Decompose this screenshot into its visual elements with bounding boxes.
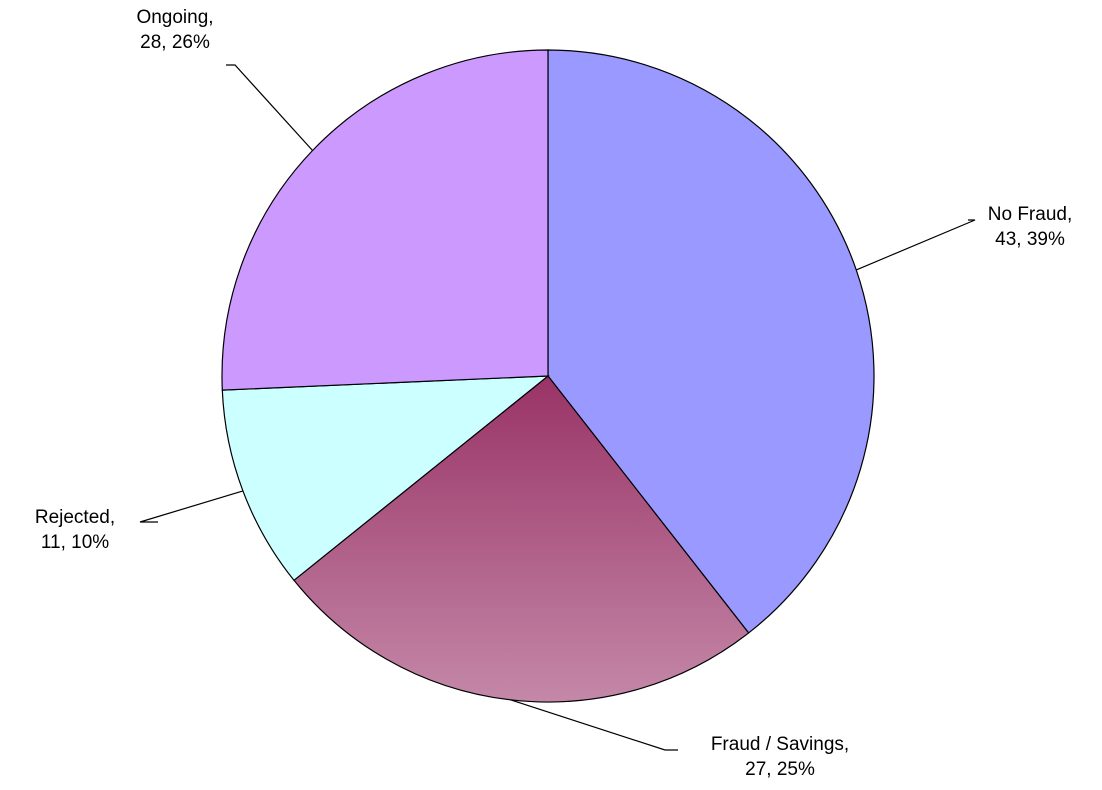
slice-label: Fraud / Savings, <box>711 734 849 755</box>
slice-value-label: 11, 10% <box>41 532 109 553</box>
leader-line <box>226 64 313 151</box>
pie-slice <box>293 375 750 703</box>
pie-slice <box>221 49 549 391</box>
slice-value-label: 27, 25% <box>745 759 815 780</box>
slice-label: Rejected, <box>35 507 115 528</box>
leader-line <box>856 219 976 271</box>
leader-line <box>139 490 244 523</box>
leader-line <box>510 699 678 751</box>
slice-value-label: 43, 39% <box>995 229 1065 250</box>
pie-slice <box>221 375 550 582</box>
slice-label: No Fraud, <box>988 204 1072 225</box>
pie-slice <box>547 49 875 634</box>
slice-value-label: 28, 26% <box>140 32 210 53</box>
slice-label: Ongoing, <box>136 7 213 28</box>
